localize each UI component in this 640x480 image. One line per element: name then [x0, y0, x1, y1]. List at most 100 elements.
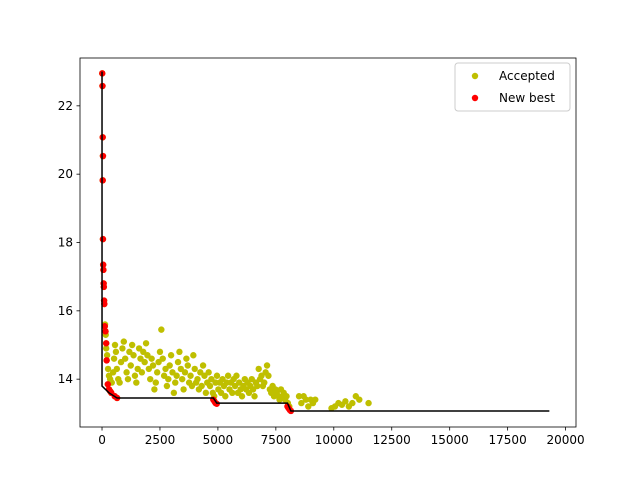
accepted-point	[112, 348, 120, 356]
accepted-point	[194, 375, 201, 383]
accepted-point	[342, 398, 349, 405]
accepted-point	[199, 362, 207, 369]
accepted-point	[153, 369, 161, 376]
axes: 0 2500 5000 7500 10000 12500 15000 17500 20000 14…	[58, 57, 585, 447]
accepted-point	[305, 403, 312, 410]
accepted-point	[166, 362, 173, 369]
accepted-point	[116, 379, 123, 386]
accepted-point	[172, 379, 179, 386]
x-tick-label: 12500	[373, 433, 411, 447]
legend-label: New best	[499, 91, 555, 105]
accepted-point	[176, 348, 183, 356]
accepted-point	[170, 389, 178, 397]
y-tick-label: 16	[58, 304, 73, 318]
accepted-point	[298, 399, 305, 407]
accepted-point	[124, 375, 132, 383]
accepted-point	[119, 345, 126, 352]
accepted-point	[202, 389, 210, 397]
y-tick-label: 14	[58, 372, 73, 386]
accepted-point	[187, 372, 194, 379]
accepted-point	[349, 399, 356, 407]
accepted-point	[190, 352, 197, 359]
accepted-point	[113, 365, 121, 373]
accepted-point	[255, 365, 262, 373]
accepted-point	[263, 362, 271, 369]
accepted-point	[102, 345, 110, 352]
accepted-point	[141, 358, 148, 366]
x-tick-label: 15000	[431, 433, 469, 447]
accepted-point	[365, 399, 372, 407]
new-best-point	[102, 340, 110, 347]
new-best-point	[104, 381, 112, 388]
new-best-point	[100, 266, 107, 274]
new-best-point	[99, 152, 107, 160]
accepted-point	[158, 326, 165, 333]
accepted-point	[283, 393, 290, 400]
y-tick-label: 20	[58, 167, 73, 181]
x-tick-label: 7500	[261, 433, 292, 447]
x-tick-label: 5000	[203, 433, 234, 447]
legend: Accepted New best	[454, 62, 571, 112]
accepted-point	[356, 396, 363, 403]
accepted-point	[138, 369, 146, 376]
accepted-point	[127, 362, 134, 369]
accepted-point	[174, 358, 182, 366]
accepted-point	[149, 362, 157, 369]
accepted-point	[156, 348, 164, 356]
accepted-point	[104, 365, 112, 373]
accepted-point	[133, 379, 140, 386]
accepted-point	[151, 386, 158, 393]
accepted-point	[167, 352, 175, 359]
accepted-point	[229, 389, 236, 397]
accepted-point	[128, 341, 136, 349]
new-best-point	[99, 235, 107, 243]
legend-label: Accepted	[499, 69, 555, 83]
x-tick-label: 0	[98, 433, 106, 447]
legend-box	[454, 62, 571, 112]
accepted-point	[312, 396, 319, 403]
accepted-point	[254, 382, 261, 390]
best-so-far-line	[101, 71, 550, 412]
new-best-point	[103, 357, 110, 364]
accepted-point	[181, 369, 189, 376]
accepted-point	[251, 393, 258, 400]
accepted-point	[152, 379, 159, 386]
accepted-point	[148, 355, 155, 362]
accepted-point	[295, 393, 303, 400]
accepted-point	[238, 393, 246, 400]
plot-area	[99, 70, 550, 415]
accepted-point	[205, 369, 212, 376]
accepted-point	[184, 362, 191, 369]
new-best-point	[102, 328, 109, 335]
accepted-point	[103, 352, 111, 359]
accepted-point	[222, 393, 229, 400]
x-tick-label: 10000	[315, 433, 353, 447]
accepted-point	[123, 369, 130, 376]
accepted-point	[130, 352, 137, 359]
accepted-point	[131, 372, 139, 379]
legend-marker	[471, 94, 479, 102]
accepted-point	[191, 365, 198, 373]
accepted-point	[120, 338, 128, 345]
y-tick-label: 18	[58, 236, 73, 250]
accepted-point	[159, 355, 166, 362]
x-tick-label: 20000	[546, 433, 584, 447]
accepted-point	[302, 396, 310, 403]
accepted-point	[110, 355, 118, 362]
legend-marker	[471, 72, 479, 80]
accepted-point	[147, 375, 154, 383]
accepted-point	[111, 341, 119, 349]
accepted-point	[163, 382, 171, 390]
accepted-point	[198, 382, 205, 390]
accepted-point	[179, 375, 186, 383]
accepted-point	[213, 372, 221, 379]
accepted-point	[224, 372, 232, 379]
accepted-point	[183, 355, 190, 362]
x-tick-label: 17500	[489, 433, 527, 447]
accepted-point	[142, 340, 150, 347]
accepted-point	[265, 372, 272, 379]
new-best-point	[101, 323, 109, 330]
y-tick-label: 22	[58, 99, 73, 113]
accepted-point	[233, 372, 240, 379]
